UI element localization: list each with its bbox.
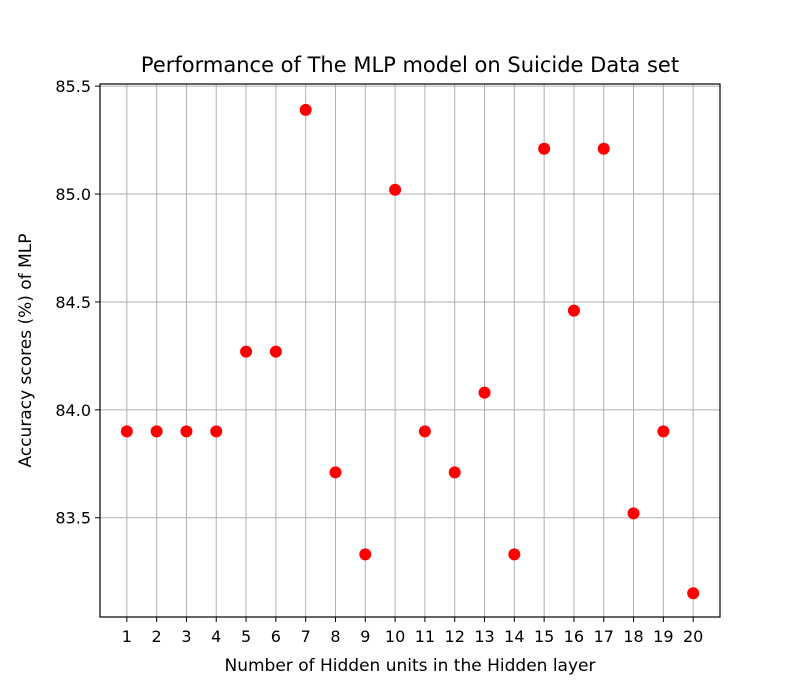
y-tick-label: 83.5: [55, 509, 91, 528]
y-axis-title: Accuracy scores (%) of MLP: [16, 234, 36, 468]
x-tick-label: 2: [152, 627, 162, 646]
y-tick-label: 85.5: [55, 77, 91, 96]
data-point: [657, 425, 670, 438]
data-point: [150, 425, 163, 438]
data-point: [508, 548, 521, 561]
data-point: [538, 142, 551, 155]
axis-ticks: 1 2 3 4 5 6 7 8 9 10 11 12 13 14 15 16 17 18 19 2083.584.08…: [55, 77, 703, 646]
data-point: [567, 304, 580, 317]
x-tick-label: 5: [241, 627, 251, 646]
data-point: [359, 548, 372, 561]
data-point: [329, 466, 342, 479]
x-tick-label: 16: [564, 627, 584, 646]
x-tick-label: 19: [653, 627, 673, 646]
data-point: [478, 386, 491, 399]
x-tick-label: 11: [415, 627, 435, 646]
data-point: [687, 587, 700, 600]
data-point: [120, 425, 133, 438]
y-tick-label: 84.5: [55, 293, 91, 312]
data-point: [418, 425, 431, 438]
x-tick-label: 20: [683, 627, 703, 646]
grid: [100, 84, 720, 617]
x-tick-label: 1: [122, 627, 132, 646]
data-point: [210, 425, 223, 438]
x-tick-label: 10: [385, 627, 405, 646]
chart-title: Performance of The MLP model on Suicide …: [141, 53, 679, 77]
x-tick-label: 12: [445, 627, 465, 646]
x-tick-label: 17: [594, 627, 614, 646]
data-point: [240, 345, 253, 358]
x-tick-label: 14: [504, 627, 524, 646]
x-tick-label: 6: [271, 627, 281, 646]
plot-area-frame: [99, 83, 721, 618]
data-point: [448, 466, 461, 479]
x-tick-label: 9: [360, 627, 370, 646]
x-tick-label: 13: [474, 627, 494, 646]
data-point: [180, 425, 193, 438]
x-tick-label: 8: [330, 627, 340, 646]
x-tick-label: 7: [301, 627, 311, 646]
data-points: [120, 103, 700, 600]
y-tick-label: 84.0: [55, 401, 91, 420]
data-point: [389, 183, 402, 196]
x-tick-label: 15: [534, 627, 554, 646]
x-tick-label: 18: [623, 627, 643, 646]
x-tick-label: 4: [211, 627, 221, 646]
y-tick-label: 85.0: [55, 185, 91, 204]
data-point: [627, 507, 640, 520]
x-tick-label: 3: [181, 627, 191, 646]
data-point: [597, 142, 610, 155]
data-point: [299, 103, 312, 116]
data-point: [269, 345, 282, 358]
x-axis-title: Number of Hidden units in the Hidden lay…: [225, 656, 596, 676]
